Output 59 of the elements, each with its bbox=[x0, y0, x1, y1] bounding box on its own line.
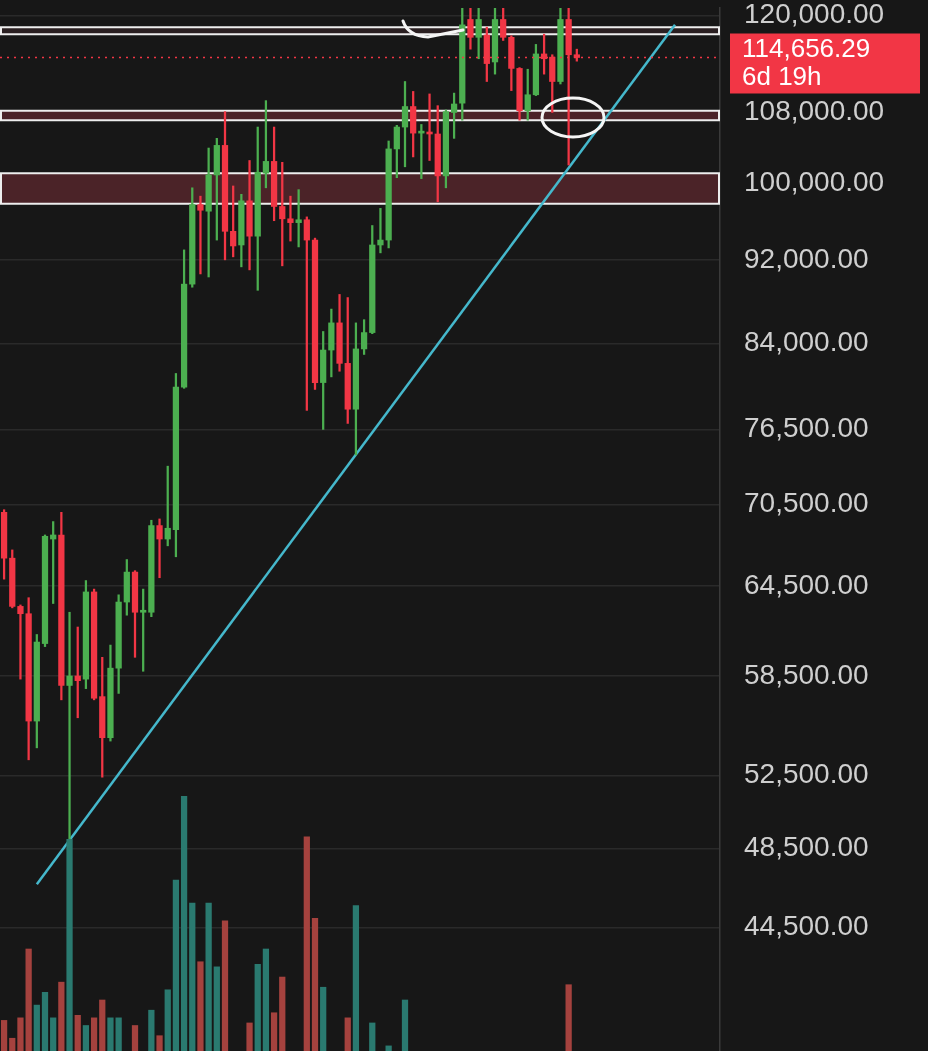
bar bbox=[369, 1022, 376, 1051]
bar bbox=[279, 976, 286, 1051]
bar bbox=[131, 1025, 139, 1051]
bar bbox=[565, 984, 572, 1051]
y-tick-label: 44,500.00 bbox=[744, 910, 869, 942]
bar bbox=[344, 1017, 351, 1051]
bar bbox=[156, 1035, 163, 1051]
bar bbox=[205, 902, 212, 1051]
y-tick-label: 58,500.00 bbox=[744, 658, 869, 690]
y-tick-label: 92,000.00 bbox=[744, 242, 869, 274]
bar bbox=[9, 1037, 16, 1051]
bar bbox=[41, 992, 49, 1051]
bar bbox=[33, 1004, 40, 1051]
bar bbox=[74, 1014, 81, 1051]
bar bbox=[50, 1017, 57, 1051]
bar bbox=[90, 1017, 98, 1051]
ref-line-label: 114,656.29 bbox=[742, 32, 871, 63]
y-tick-label: 64,500.00 bbox=[744, 568, 869, 600]
candlestick bbox=[156, 518, 163, 579]
bar bbox=[401, 999, 409, 1051]
candlestick bbox=[17, 604, 24, 680]
text: 6d 19h bbox=[742, 60, 822, 91]
bar bbox=[107, 1017, 114, 1051]
y-tick-label: 120,000.00 bbox=[744, 0, 885, 30]
bar bbox=[25, 948, 32, 1051]
bar bbox=[213, 966, 220, 1051]
y-tick-label: 84,000.00 bbox=[744, 326, 869, 358]
bar bbox=[148, 1009, 155, 1051]
bar bbox=[352, 905, 360, 1051]
bar bbox=[0, 1020, 8, 1051]
y-tick-label: 70,500.00 bbox=[744, 487, 869, 519]
bar bbox=[164, 989, 171, 1051]
bar bbox=[303, 836, 310, 1051]
bar bbox=[262, 948, 270, 1051]
y-tick-label: 76,500.00 bbox=[744, 412, 869, 444]
bar bbox=[221, 920, 229, 1051]
candlestick bbox=[377, 208, 384, 254]
candlestick bbox=[197, 195, 204, 275]
bar bbox=[172, 879, 180, 1051]
bar bbox=[197, 961, 204, 1051]
bar bbox=[82, 1025, 90, 1051]
y-tick-label: 48,500.00 bbox=[744, 830, 869, 862]
bar bbox=[99, 999, 106, 1051]
bar bbox=[66, 839, 73, 1051]
bar bbox=[189, 902, 196, 1051]
candlestick bbox=[246, 160, 253, 271]
y-tick-label: 108,000.00 bbox=[744, 95, 885, 127]
bar bbox=[311, 918, 319, 1051]
bar bbox=[320, 986, 327, 1051]
candlestick bbox=[287, 195, 294, 242]
bar bbox=[270, 1012, 278, 1051]
bar bbox=[115, 1017, 122, 1051]
bar bbox=[254, 963, 261, 1051]
bar bbox=[180, 796, 188, 1051]
bar bbox=[58, 981, 65, 1051]
bar bbox=[246, 1022, 253, 1051]
bar bbox=[17, 1017, 24, 1051]
y-tick-label: 100,000.00 bbox=[744, 165, 885, 197]
y-tick-label: 52,500.00 bbox=[744, 758, 869, 790]
